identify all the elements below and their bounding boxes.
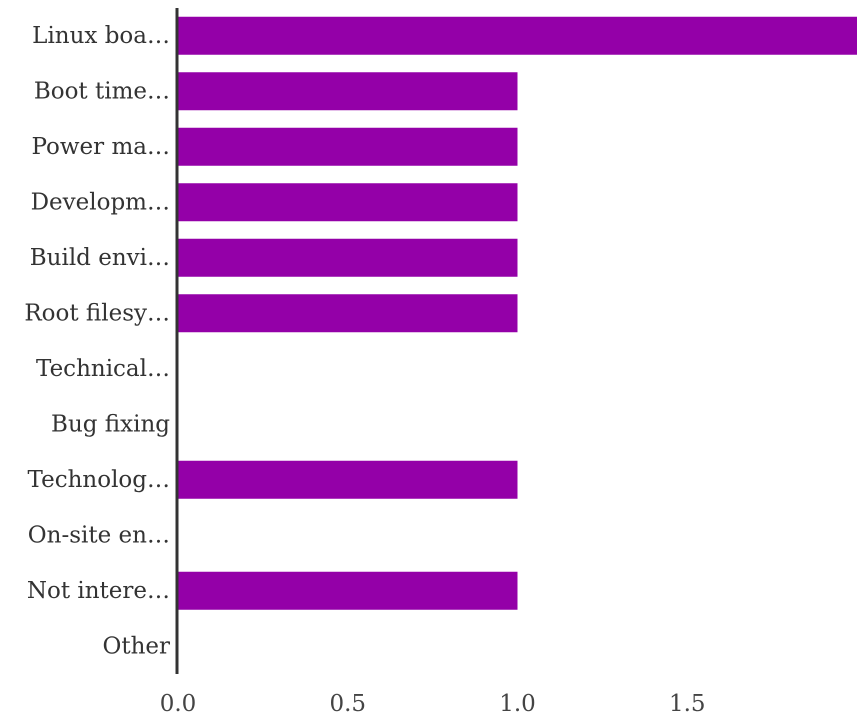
category-label: On-site en… — [28, 522, 170, 548]
bar — [178, 16, 857, 55]
x-tick-label: 0.5 — [329, 691, 366, 717]
bars-layer — [178, 16, 857, 610]
category-label: Other — [102, 633, 170, 659]
bar — [178, 183, 518, 222]
bar — [178, 127, 518, 166]
category-label: Root filesy… — [24, 300, 170, 326]
x-tick-label: 0.0 — [160, 691, 197, 717]
category-label: Boot time… — [34, 78, 170, 104]
category-labels: Linux boa… Boot time… Power ma… Developm… Bu… — [24, 23, 170, 660]
category-label: Developm… — [31, 189, 170, 215]
bar — [178, 72, 518, 111]
bar — [178, 294, 518, 333]
category-label: Technolog… — [28, 467, 170, 493]
category-label: Linux boa… — [32, 23, 170, 49]
category-label: Not intere… — [27, 578, 170, 604]
x-tick-labels: 0.0 0.5 1.0 1.5 — [160, 691, 706, 717]
bar — [178, 571, 518, 610]
x-tick-label: 1.0 — [499, 691, 536, 717]
category-label: Power ma… — [31, 134, 170, 160]
x-tick-label: 1.5 — [669, 691, 706, 717]
category-label: Technical… — [36, 356, 170, 382]
category-label: Build envi… — [30, 245, 170, 271]
bar — [178, 460, 518, 499]
bar — [178, 238, 518, 277]
category-label: Bug fixing — [51, 411, 170, 437]
